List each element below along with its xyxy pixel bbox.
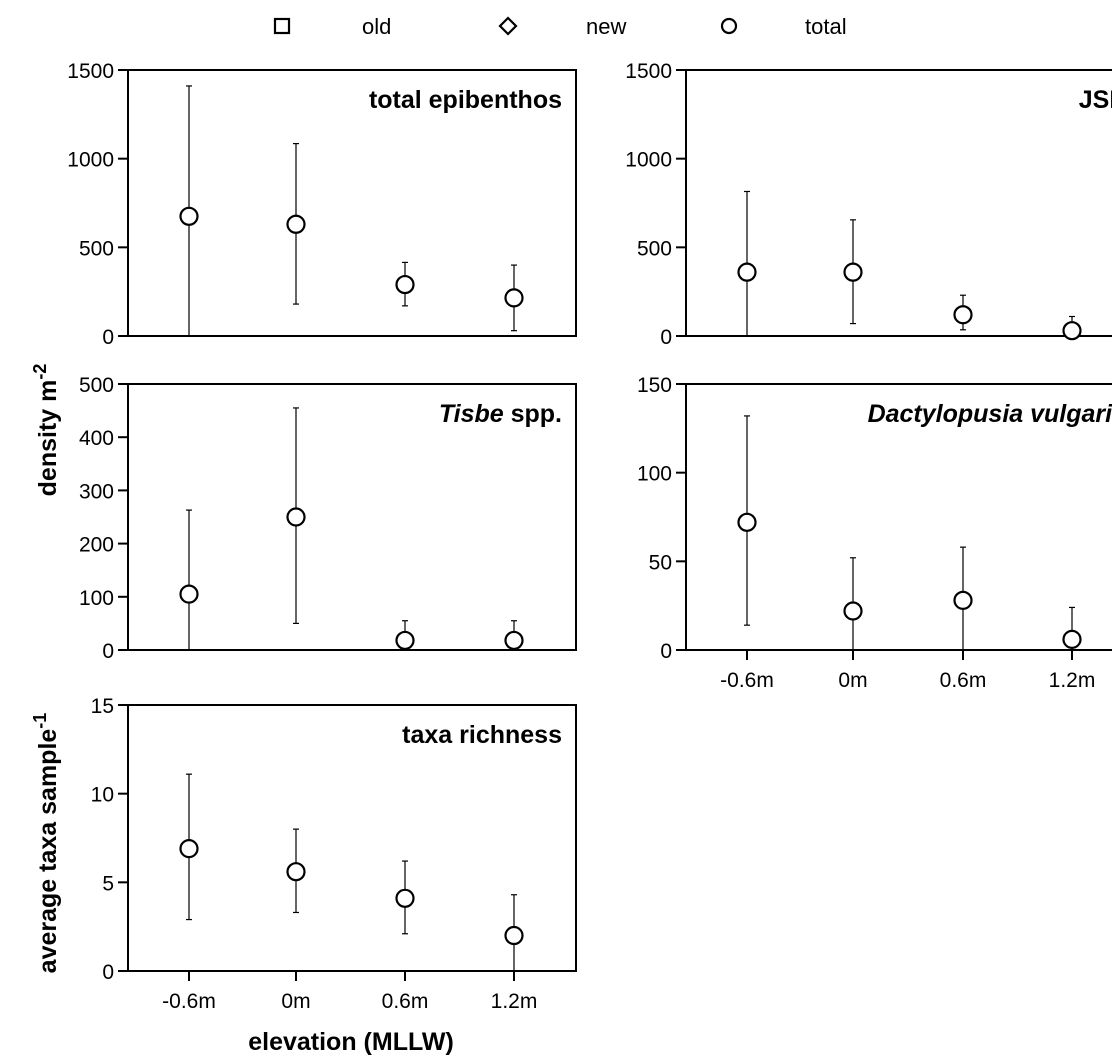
plot-frame bbox=[127, 383, 577, 651]
data-point bbox=[737, 262, 757, 282]
data-point bbox=[395, 630, 415, 651]
axis-label-superscript: -2 bbox=[30, 364, 50, 380]
data-point bbox=[286, 862, 306, 882]
y-tick-label: 150 bbox=[637, 374, 672, 397]
data-point bbox=[179, 839, 199, 859]
panel-title: taxa richness bbox=[402, 721, 562, 749]
legend-label-new: new bbox=[586, 14, 626, 39]
plot-frame bbox=[127, 69, 577, 337]
panel-jsp: 0 500 1000 1500 JSP bbox=[625, 60, 1112, 349]
data-point bbox=[843, 262, 863, 282]
data-point bbox=[1062, 321, 1082, 341]
y-axis-label-taxa: average taxa sample-1 bbox=[30, 713, 62, 974]
y-tick-label: 5 bbox=[102, 872, 114, 895]
y-tick-label: 0 bbox=[102, 640, 114, 663]
y-tick-label: 1000 bbox=[67, 149, 114, 172]
x-tick-label: -0.6m bbox=[162, 990, 216, 1013]
data-point bbox=[286, 507, 306, 527]
y-tick-label: 15 bbox=[91, 695, 114, 718]
data-point bbox=[1062, 629, 1082, 649]
y-tick-label: 0 bbox=[660, 640, 672, 663]
panel-title-text: taxa richness bbox=[402, 721, 562, 749]
data-point bbox=[504, 925, 524, 946]
panel-title-italic: Dactylopusia vulgaris bbox=[868, 400, 1112, 428]
data-point bbox=[843, 601, 863, 621]
y-tick-label: 50 bbox=[649, 551, 672, 574]
axis-label-superscript: -1 bbox=[30, 713, 50, 729]
y-tick-label: 0 bbox=[660, 326, 672, 349]
x-tick-label: 0.6m bbox=[382, 990, 429, 1013]
plot-frame bbox=[685, 383, 1112, 651]
x-tick-label: 1.2m bbox=[491, 990, 538, 1013]
panel-title: total epibenthos bbox=[369, 86, 562, 114]
data-point bbox=[737, 512, 757, 532]
data-point bbox=[953, 590, 973, 610]
panel-total-epibenthos: 0 500 1000 1500 total epibenthos bbox=[67, 60, 577, 349]
x-tick-label: 0m bbox=[281, 990, 310, 1013]
panel-title-italic: Tisbe bbox=[439, 400, 504, 428]
axis-label-text: density m bbox=[34, 380, 62, 497]
y-tick-label: 100 bbox=[79, 587, 114, 610]
plot-frame bbox=[127, 704, 577, 972]
y-tick-label: 300 bbox=[79, 480, 114, 503]
panel-title-text: spp. bbox=[504, 400, 562, 428]
y-axis-label-density: density m-2 bbox=[30, 364, 62, 497]
axis-label-text: average taxa sample bbox=[34, 729, 62, 974]
data-point bbox=[953, 305, 973, 325]
y-tick-label: 1500 bbox=[67, 60, 114, 83]
panel-title: Tisbe spp. bbox=[439, 400, 562, 428]
panel-title: JSP bbox=[1079, 86, 1112, 114]
data-point bbox=[179, 206, 199, 226]
legend-label-total: total bbox=[805, 14, 847, 39]
y-tick-label: 500 bbox=[637, 237, 672, 260]
legend: old new total bbox=[273, 14, 847, 39]
x-tick-label: 0.6m bbox=[940, 669, 987, 692]
data-point bbox=[179, 584, 199, 604]
y-tick-label: 0 bbox=[102, 326, 114, 349]
panel-dactylopusia: 0 50 100 150 -0.6m 0m 0.6m 1.2m Dactylopusia vul… bbox=[637, 374, 1112, 692]
data-point bbox=[504, 630, 524, 651]
y-tick-label: 200 bbox=[79, 534, 114, 557]
legend-marker-old-square bbox=[273, 17, 291, 35]
data-point bbox=[395, 888, 415, 908]
data-point bbox=[286, 214, 306, 234]
panel-title: Dactylopusia vulgaris bbox=[868, 400, 1112, 428]
panel-taxa-richness: 0 5 10 15 -0.6m 0m 0.6m 1.2m taxa richness bbox=[91, 695, 577, 1013]
legend-label-old: old bbox=[362, 14, 391, 39]
y-tick-label: 400 bbox=[79, 427, 114, 450]
legend-marker-total-circle bbox=[720, 17, 738, 35]
x-tick-label: -0.6m bbox=[720, 669, 774, 692]
panel-tisbe: 0 100 200 300 400 500 Tisbe spp. bbox=[79, 374, 577, 663]
y-tick-label: 0 bbox=[102, 961, 114, 984]
y-tick-label: 500 bbox=[79, 374, 114, 397]
y-tick-label: 100 bbox=[637, 463, 672, 486]
legend-marker-new-diamond bbox=[498, 16, 518, 36]
y-tick-label: 500 bbox=[79, 237, 114, 260]
data-point bbox=[395, 274, 415, 295]
x-axis-label: elevation (MLLW) bbox=[248, 1028, 454, 1056]
y-tick-label: 1500 bbox=[625, 60, 672, 83]
panel-title-text: total epibenthos bbox=[369, 86, 562, 114]
y-tick-label: 1000 bbox=[625, 149, 672, 172]
y-tick-label: 10 bbox=[91, 784, 114, 807]
data-point bbox=[504, 288, 524, 308]
plot-frame bbox=[685, 69, 1112, 337]
panel-title-text: JSP bbox=[1079, 86, 1112, 114]
x-tick-label: 1.2m bbox=[1049, 669, 1096, 692]
x-tick-label: 0m bbox=[838, 669, 867, 692]
